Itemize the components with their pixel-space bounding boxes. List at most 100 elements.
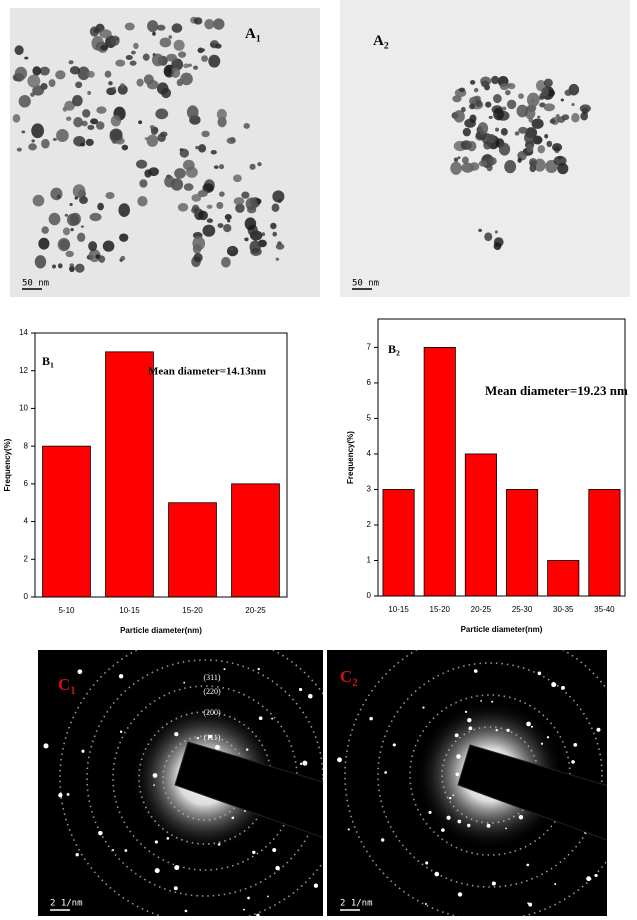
particle [543, 78, 553, 88]
particle [197, 189, 208, 198]
particle [73, 117, 83, 128]
particle [129, 60, 137, 66]
particle [66, 116, 72, 121]
particle [272, 231, 278, 237]
diffraction-spot [252, 850, 256, 855]
particle [66, 213, 80, 227]
particle [152, 31, 156, 36]
x-tick-label: 25-30 [512, 605, 533, 614]
particle [235, 203, 245, 213]
particle [465, 142, 472, 150]
particle [93, 27, 100, 34]
particle [517, 157, 522, 163]
diffraction-spot [530, 648, 532, 650]
image-label-letter: C [58, 675, 70, 694]
particle [529, 157, 538, 167]
particle [204, 19, 215, 30]
particle [488, 157, 497, 166]
diffraction-spot [245, 748, 249, 751]
particle [110, 115, 122, 127]
axes-frame [377, 318, 626, 597]
diffraction-spot [153, 784, 155, 786]
particle [88, 241, 98, 252]
particle [125, 55, 133, 61]
bar [105, 351, 154, 598]
diffraction-spot [480, 699, 483, 702]
particle [275, 257, 280, 261]
panel-label-sub: 1 [50, 360, 54, 369]
particle [224, 213, 232, 221]
particle [138, 120, 143, 125]
particle [183, 183, 194, 191]
particle [275, 243, 285, 250]
x-tick-label: 30-35 [553, 605, 574, 614]
particle [453, 157, 459, 163]
particle [121, 144, 129, 151]
particle [65, 250, 74, 258]
particle [98, 255, 106, 263]
diffraction-spot [77, 669, 83, 675]
scale-bar-label: 2 1/nm [340, 899, 373, 909]
particle [89, 212, 102, 222]
particle [244, 237, 249, 242]
particle [69, 265, 75, 272]
particle [109, 128, 123, 141]
particle [571, 102, 575, 107]
diffraction-spot [441, 828, 445, 832]
particle [506, 99, 517, 110]
y-tick-label: 0 [367, 591, 372, 600]
panel-label: B1 [42, 354, 54, 370]
particle [100, 44, 109, 51]
diffraction-spot [369, 716, 373, 721]
particle [475, 100, 483, 108]
particle [102, 240, 115, 252]
diffraction-spot [467, 718, 472, 723]
diffraction-spot [152, 773, 158, 778]
y-axis-label: Frequency(%) [346, 431, 355, 484]
particle [27, 74, 41, 88]
particle [241, 191, 250, 199]
x-tick-label: 10-15 [388, 605, 409, 614]
particle [469, 103, 476, 110]
diffraction-spot [196, 736, 200, 740]
diffraction-spot [495, 729, 498, 732]
particle [151, 129, 158, 135]
particle [498, 142, 511, 156]
particle [221, 256, 231, 268]
particle [217, 223, 224, 228]
diffraction-spot [256, 913, 260, 916]
particle [112, 86, 116, 90]
ring-index: (220) [203, 687, 221, 696]
diffraction-spot [75, 853, 79, 857]
diffraction-spot [58, 792, 63, 798]
particle [501, 106, 507, 111]
particle [72, 94, 83, 107]
diffraction-spot [66, 792, 70, 796]
particle [72, 184, 86, 198]
particle [271, 203, 280, 213]
image-label: C2 [340, 667, 358, 689]
y-tick-label: 5 [367, 414, 372, 423]
particle [130, 50, 136, 55]
beam-stop [174, 741, 323, 839]
particle [206, 228, 212, 232]
particle [55, 70, 66, 80]
particle [57, 263, 63, 269]
x-tick-label: 15-20 [430, 605, 451, 614]
y-axis-label: Frequency(%) [3, 438, 12, 491]
diffraction-spot [491, 881, 496, 886]
particle [68, 60, 74, 65]
particle [226, 137, 236, 144]
particle [516, 104, 528, 118]
diffraction-spot [596, 727, 601, 732]
diffraction-spot [434, 871, 440, 877]
diffraction-spot [217, 843, 221, 846]
particle [555, 114, 560, 119]
particle [96, 121, 105, 130]
diffraction-spot [464, 710, 468, 713]
image-label: C1 [58, 675, 76, 697]
particle [458, 87, 466, 92]
particle [223, 224, 232, 233]
particle [485, 101, 492, 108]
diffraction-spot [439, 640, 442, 643]
